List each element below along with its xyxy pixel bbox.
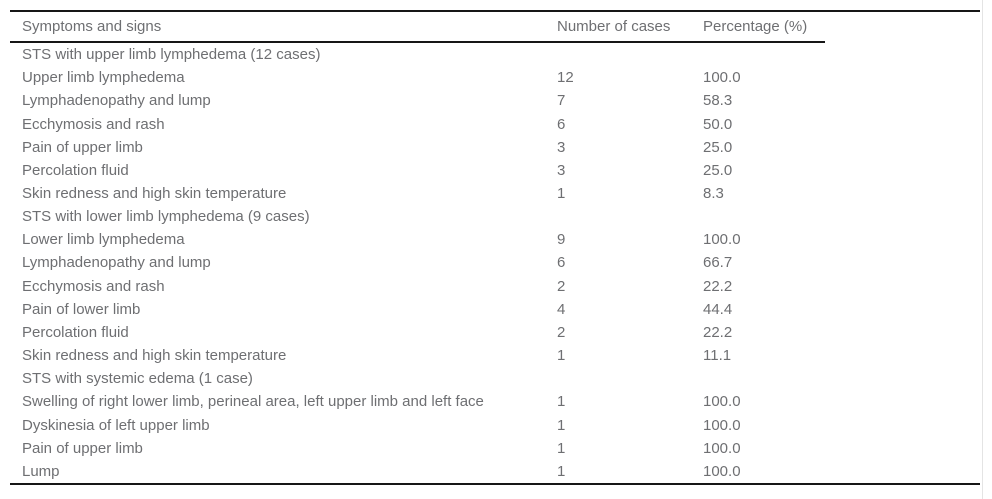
cases-cell: 3 xyxy=(557,138,566,156)
symptom-cell: Lymphadenopathy and lump xyxy=(22,254,211,272)
symptom-cell: Pain of upper limb xyxy=(22,138,143,156)
cases-cell: 3 xyxy=(557,161,566,179)
percentage-cell: 100.0 xyxy=(703,393,741,411)
cases-cell: 6 xyxy=(557,254,566,272)
cases-cell xyxy=(557,205,697,228)
symptom-cell: Skin redness and high skin temperature xyxy=(22,347,287,365)
table-row: Skin redness and high skin temperature 1… xyxy=(10,182,980,205)
symptom-cell: STS with upper limb lymphedema (12 cases… xyxy=(22,46,321,64)
table-bottom-rule xyxy=(10,483,980,485)
percentage-cell: 25.0 xyxy=(703,138,733,156)
page-right-edge-line xyxy=(982,0,983,499)
column-header-percentage: Percentage (%) xyxy=(703,18,808,35)
symptom-cell: Lymphadenopathy and lump xyxy=(22,92,211,110)
cases-cell: 6 xyxy=(557,115,566,133)
percentage-cell xyxy=(703,205,903,228)
cases-cell: 1 xyxy=(557,439,566,457)
percentage-cell: 22.2 xyxy=(703,323,733,341)
symptom-cell: Upper limb lymphedema xyxy=(22,69,185,87)
percentage-cell: 66.7 xyxy=(703,254,733,272)
percentage-cell: 100.0 xyxy=(703,462,741,480)
percentage-cell: 25.0 xyxy=(703,161,733,179)
symptom-cell: Pain of lower limb xyxy=(22,300,141,318)
table-row: Percolation fluid 3 25.0 xyxy=(10,159,980,182)
table-row: STS with upper limb lymphedema (12 cases… xyxy=(10,43,980,66)
percentage-cell: 11.1 xyxy=(703,347,732,365)
table-row: Pain of lower limb 4 44.4 xyxy=(10,298,980,321)
cases-cell xyxy=(557,367,697,390)
percentage-cell: 8.3 xyxy=(703,185,724,203)
table-row: STS with systemic edema (1 case) xyxy=(10,367,980,390)
table-row: Skin redness and high skin temperature 1… xyxy=(10,344,980,367)
percentage-cell: 44.4 xyxy=(703,300,733,318)
symptom-cell: Lower limb lymphedema xyxy=(22,231,185,249)
cases-cell: 1 xyxy=(557,416,566,434)
table-row: Swelling of right lower limb, perineal a… xyxy=(10,390,980,413)
symptom-cell: Ecchymosis and rash xyxy=(22,277,165,295)
table-row: Pain of upper limb 1 100.0 xyxy=(10,437,980,460)
symptom-cell: Lump xyxy=(22,462,60,480)
table-row: Lower limb lymphedema 9 100.0 xyxy=(10,228,980,251)
table-row: Lump 1 100.0 xyxy=(10,460,980,483)
table-row: Upper limb lymphedema 12 100.0 xyxy=(10,66,980,89)
percentage-cell xyxy=(703,43,903,66)
table-row: Dyskinesia of left upper limb 1 100.0 xyxy=(10,414,980,437)
percentage-cell: 50.0 xyxy=(703,115,733,133)
symptom-cell: STS with systemic edema (1 case) xyxy=(22,370,253,388)
percentage-cell: 58.3 xyxy=(703,92,733,110)
percentage-cell: 22.2 xyxy=(703,277,733,295)
percentage-cell: 100.0 xyxy=(703,69,741,87)
cases-cell: 12 xyxy=(557,69,574,87)
cases-cell: 4 xyxy=(557,300,566,318)
table-row: Pain of upper limb 3 25.0 xyxy=(10,136,980,159)
cases-cell: 2 xyxy=(557,323,566,341)
cases-cell: 2 xyxy=(557,277,566,295)
percentage-cell: 100.0 xyxy=(703,231,741,249)
table-row: Ecchymosis and rash 6 50.0 xyxy=(10,112,980,135)
symptom-cell: Ecchymosis and rash xyxy=(22,115,165,133)
cases-cell: 9 xyxy=(557,231,566,249)
symptom-cell: STS with lower limb lymphedema (9 cases) xyxy=(22,208,310,226)
cases-cell xyxy=(557,43,697,66)
symptom-cell: Swelling of right lower limb, perineal a… xyxy=(22,393,484,411)
cases-cell: 1 xyxy=(557,185,566,203)
cases-cell: 1 xyxy=(557,347,566,365)
symptom-cell: Percolation fluid xyxy=(22,161,129,179)
table-row: STS with lower limb lymphedema (9 cases) xyxy=(10,205,980,228)
table-row: Ecchymosis and rash 2 22.2 xyxy=(10,275,980,298)
percentage-cell xyxy=(703,367,903,390)
cases-cell: 1 xyxy=(557,462,566,480)
percentage-cell: 100.0 xyxy=(703,439,741,457)
percentage-cell: 100.0 xyxy=(703,416,741,434)
cases-cell: 7 xyxy=(557,92,566,110)
column-header-symptoms-and-signs: Symptoms and signs xyxy=(22,18,162,35)
table-row: Percolation fluid 2 22.2 xyxy=(10,321,980,344)
column-header-number-of-cases: Number of cases xyxy=(557,18,671,35)
table-row: Lymphadenopathy and lump 7 58.3 xyxy=(10,89,980,112)
table-row: Lymphadenopathy and lump 6 66.7 xyxy=(10,251,980,274)
symptom-cell: Dyskinesia of left upper limb xyxy=(22,416,210,434)
header-divider-rule xyxy=(10,41,825,43)
cases-cell: 1 xyxy=(557,393,566,411)
symptom-cell: Pain of upper limb xyxy=(22,439,143,457)
symptom-cell: Percolation fluid xyxy=(22,323,129,341)
table-header-row: Symptoms and signs Number of cases Perce… xyxy=(10,12,980,41)
table-top-rule xyxy=(10,10,980,12)
symptom-cell: Skin redness and high skin temperature xyxy=(22,185,287,203)
table-body: STS with upper limb lymphedema (12 cases… xyxy=(10,43,980,483)
